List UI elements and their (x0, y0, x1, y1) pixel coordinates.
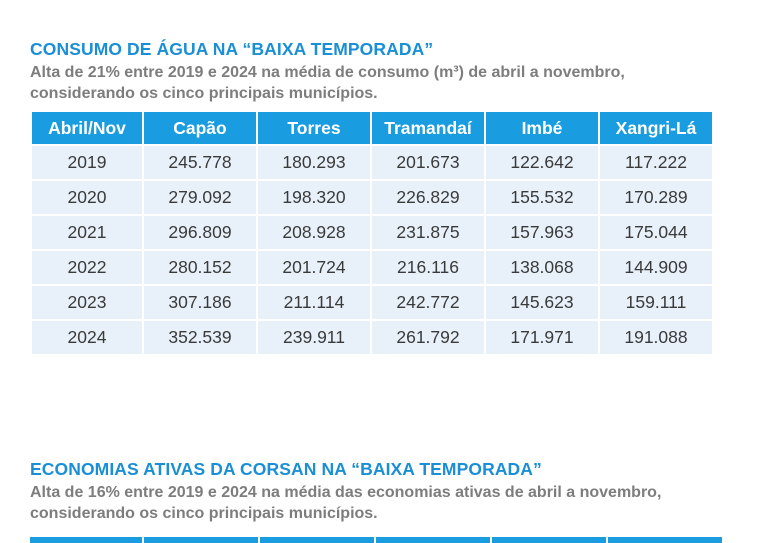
table-cell: 159.111 (600, 286, 712, 319)
table-cell: 307.186 (144, 286, 256, 319)
table-row: 2019 245.778 180.293 201.673 122.642 117… (32, 146, 712, 179)
table-cell: 138.068 (486, 251, 598, 284)
cell-year: 2022 (32, 251, 142, 284)
table-cell: 144.909 (600, 251, 712, 284)
table-cell: 145.623 (486, 286, 598, 319)
table-row: 2021 296.809 208.928 231.875 157.963 175… (32, 216, 712, 249)
section-title: CONSUMO DE ÁGUA NA “BAIXA TEMPORADA” (30, 39, 434, 59)
table-row: 2024 352.539 239.911 261.792 171.971 191… (32, 321, 712, 354)
table-cell: 180.293 (258, 146, 370, 179)
table-cell: 170.289 (600, 181, 712, 214)
table-cell: 245.778 (144, 146, 256, 179)
table-cell: 352.539 (144, 321, 256, 354)
table-row: 2020 279.092 198.320 226.829 155.532 170… (32, 181, 712, 214)
header-period: Abril/Nov (32, 112, 142, 144)
table-cell: 279.092 (144, 181, 256, 214)
active-connections-section: ECONOMIAS ATIVAS DA CORSAN NA “BAIXA TEM… (30, 458, 730, 524)
water-consumption-section: CONSUMO DE ÁGUA NA “BAIXA TEMPORADA” Alt… (30, 38, 730, 356)
table-row: 2023 307.186 211.114 242.772 145.623 159… (32, 286, 712, 319)
table-cell: 117.222 (600, 146, 712, 179)
table-header-strip (30, 537, 730, 543)
consumption-table: Abril/Nov Capão Torres Tramandaí Imbé Xa… (30, 110, 714, 356)
header-cell-partial (608, 537, 722, 543)
table-cell: 198.320 (258, 181, 370, 214)
header-cell-partial (376, 537, 490, 543)
table-cell: 231.875 (372, 216, 484, 249)
header-cell-partial (30, 537, 142, 543)
table-cell: 201.724 (258, 251, 370, 284)
table-cell: 216.116 (372, 251, 484, 284)
table-header-row: Abril/Nov Capão Torres Tramandaí Imbé Xa… (32, 112, 712, 144)
header-capao: Capão (144, 112, 256, 144)
header-cell-partial (144, 537, 258, 543)
table-row: 2022 280.152 201.724 216.116 138.068 144… (32, 251, 712, 284)
table-cell: 239.911 (258, 321, 370, 354)
cell-year: 2020 (32, 181, 142, 214)
table-cell: 122.642 (486, 146, 598, 179)
cell-year: 2023 (32, 286, 142, 319)
table-cell: 242.772 (372, 286, 484, 319)
header-torres: Torres (258, 112, 370, 144)
header-tramandai: Tramandaí (372, 112, 484, 144)
table-cell: 261.792 (372, 321, 484, 354)
table-cell: 157.963 (486, 216, 598, 249)
table-cell: 191.088 (600, 321, 712, 354)
header-cell-partial (492, 537, 606, 543)
table-cell: 201.673 (372, 146, 484, 179)
header-cell-partial (260, 537, 374, 543)
cell-year: 2021 (32, 216, 142, 249)
table-cell: 208.928 (258, 216, 370, 249)
table-cell: 175.044 (600, 216, 712, 249)
section-subtitle: Alta de 16% entre 2019 e 2024 na média d… (30, 484, 662, 522)
table-cell: 211.114 (258, 286, 370, 319)
section-subtitle: Alta de 21% entre 2019 e 2024 na média d… (30, 64, 625, 102)
cell-year: 2019 (32, 146, 142, 179)
section-title: ECONOMIAS ATIVAS DA CORSAN NA “BAIXA TEM… (30, 459, 542, 479)
header-imbe: Imbé (486, 112, 598, 144)
table-cell: 171.971 (486, 321, 598, 354)
table-cell: 280.152 (144, 251, 256, 284)
table-cell: 226.829 (372, 181, 484, 214)
cell-year: 2024 (32, 321, 142, 354)
table-cell: 155.532 (486, 181, 598, 214)
header-xangri-la: Xangri-Lá (600, 112, 712, 144)
table-cell: 296.809 (144, 216, 256, 249)
